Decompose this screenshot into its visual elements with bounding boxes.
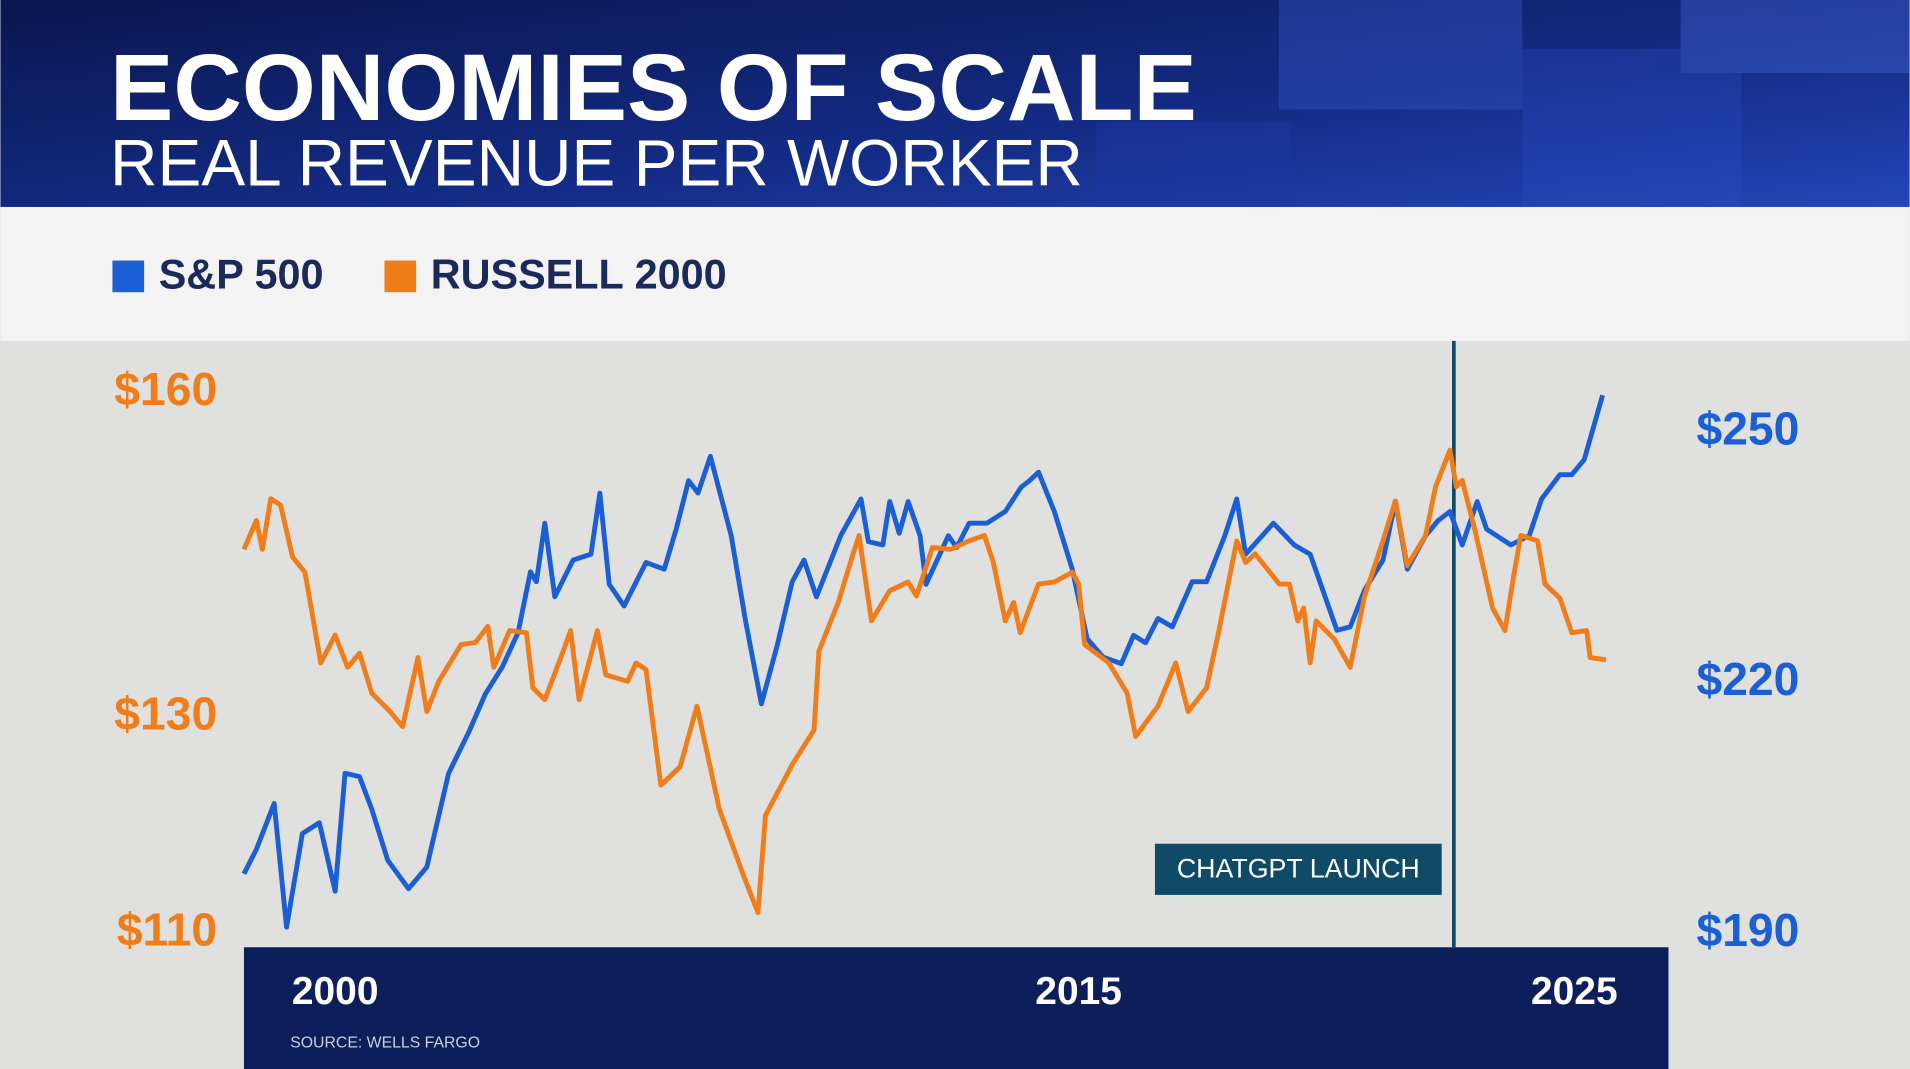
- legend-swatch: [384, 260, 417, 293]
- x-tick-label: 2015: [1035, 970, 1122, 1013]
- y2-tick-label: $220: [1696, 653, 1799, 705]
- header-decoration: [1096, 0, 1910, 207]
- legend-band: [0, 206, 1910, 341]
- source-note: SOURCE: WELLS FARGO: [290, 1035, 480, 1052]
- header-background: [0, 0, 1910, 207]
- series-line: [241, 394, 1605, 930]
- y2-tick-label: $250: [1696, 402, 1799, 454]
- annotation-box: [1154, 843, 1442, 895]
- legend-label: S&P 500: [159, 252, 324, 298]
- x-tick-label: 2025: [1531, 970, 1618, 1013]
- y-tick-label: $130: [114, 687, 217, 739]
- y2-tick-label: $190: [1696, 904, 1799, 956]
- legend-label: RUSSELL 2000: [431, 252, 727, 298]
- series-line: [241, 447, 1607, 916]
- x-axis-band: [243, 947, 1669, 1069]
- chart-title: ECONOMIES OF SCALE: [110, 35, 1197, 141]
- chart-subtitle: REAL REVENUE PER WORKER: [110, 125, 1083, 199]
- annotation-label: CHATGPT LAUNCH: [1177, 854, 1420, 884]
- y-tick-label: $110: [117, 903, 217, 955]
- legend-swatch: [112, 260, 145, 293]
- x-tick-label: 2000: [292, 970, 379, 1013]
- y-tick-label: $160: [114, 363, 217, 415]
